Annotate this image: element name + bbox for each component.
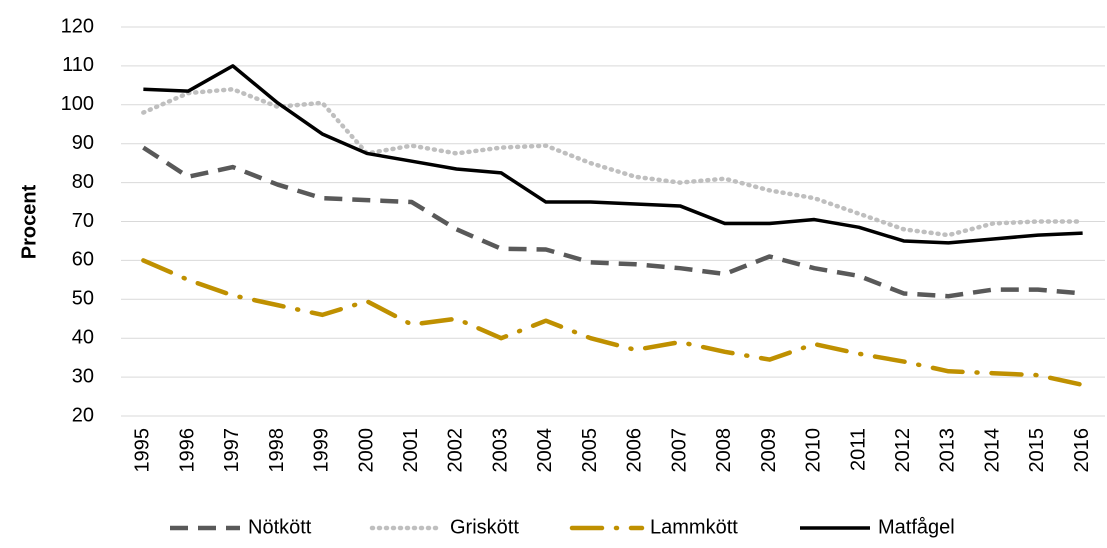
legend-label: Matfågel	[878, 516, 955, 538]
x-tick-label: 1999	[311, 428, 333, 473]
x-tick-label: 2014	[981, 428, 1003, 473]
x-tick-label: 2009	[758, 428, 780, 473]
x-tick-label: 2000	[355, 428, 377, 473]
x-tick-label: 2006	[624, 428, 646, 473]
x-tick-label: 2002	[445, 428, 467, 473]
series-line	[142, 145, 1083, 299]
y-tick-label: 30	[72, 365, 94, 387]
x-tick-label: 2003	[489, 428, 511, 473]
x-tick-label: 2011	[847, 428, 869, 471]
y-tick-label: 20	[72, 404, 94, 426]
y-tick-label: 70	[72, 210, 94, 232]
y-tick-label: 60	[72, 249, 94, 271]
y-tick-label: 100	[61, 93, 94, 115]
x-tick-label: 2001	[400, 428, 422, 473]
legend-label: Lammkött	[650, 516, 738, 538]
y-tick-label: 80	[72, 171, 94, 193]
x-tick-label: 1996	[176, 428, 198, 473]
series-line	[141, 258, 1085, 388]
x-tick-label: 2016	[1071, 428, 1093, 473]
y-tick-label: 120	[61, 15, 94, 37]
x-tick-label: 1997	[221, 428, 243, 473]
x-tick-label: 2008	[713, 428, 735, 473]
x-tick-label: 1998	[266, 428, 288, 473]
x-tick-label: 2005	[579, 428, 601, 473]
y-tick-label: 50	[72, 288, 94, 310]
y-tick-label: 90	[72, 132, 94, 154]
y-tick-label: 40	[72, 326, 94, 348]
series-line	[143, 64, 1083, 245]
x-tick-label: 1995	[132, 428, 154, 473]
y-tick-label: 110	[62, 54, 94, 76]
x-tick-label: 2015	[1026, 428, 1048, 473]
x-tick-label: 2010	[803, 428, 825, 473]
x-tick-label: 2013	[937, 428, 959, 473]
legend-label: Nötkött	[248, 516, 312, 538]
y-axis-label: Procent	[18, 184, 40, 259]
series-line	[141, 86, 1085, 238]
legend-label: Griskött	[450, 516, 519, 538]
x-tick-label: 2004	[534, 428, 556, 473]
x-tick-label: 2012	[892, 428, 914, 473]
x-tick-label: 2007	[668, 428, 690, 473]
